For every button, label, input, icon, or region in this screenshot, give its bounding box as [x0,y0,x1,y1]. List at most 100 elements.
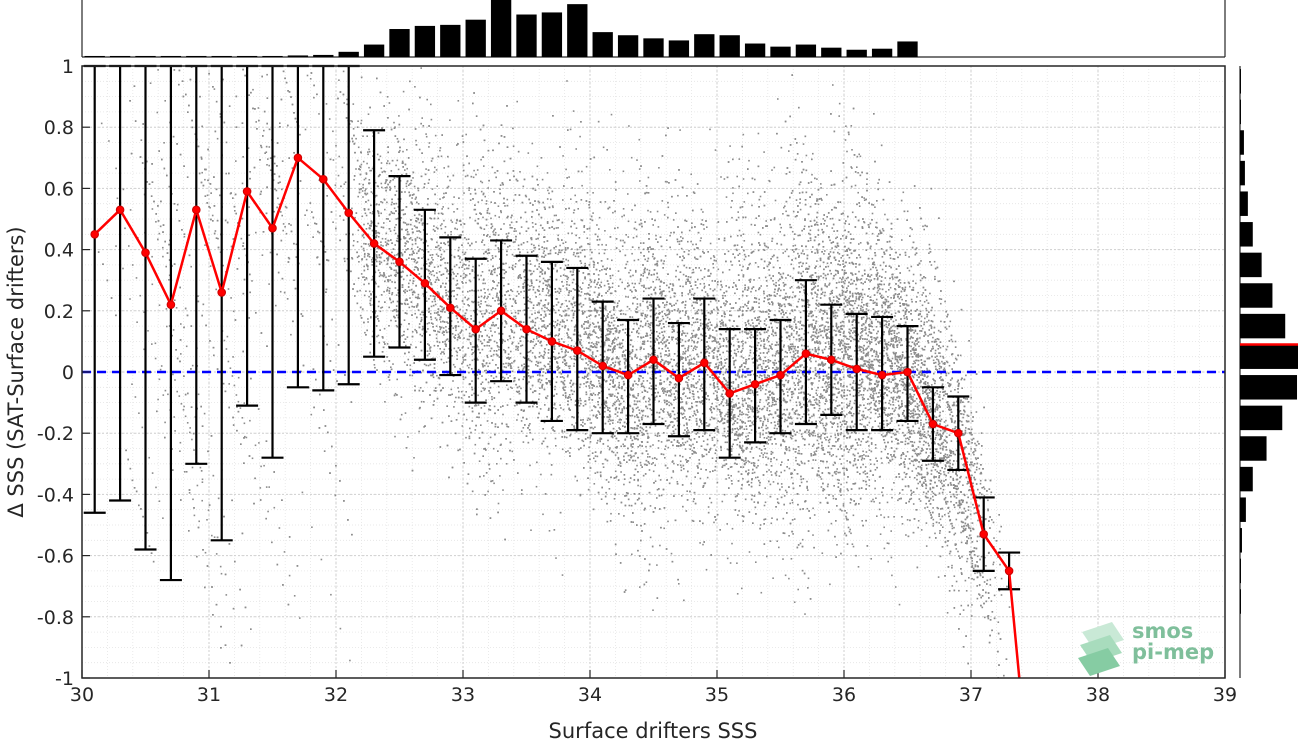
scatter-point [307,75,309,77]
scatter-point [819,408,821,410]
scatter-point [797,453,799,455]
scatter-point [861,302,863,304]
scatter-point [440,305,442,307]
scatter-point [787,316,789,318]
scatter-point [761,592,763,594]
scatter-point [755,477,757,479]
scatter-point [267,158,269,160]
scatter-point [221,573,223,575]
scatter-point [965,427,967,429]
scatter-point [793,211,795,213]
scatter-point [766,471,768,473]
scatter-point [714,437,716,439]
scatter-point [715,390,717,392]
scatter-point [274,507,276,509]
scatter-point [509,267,511,269]
scatter-point [815,336,817,338]
scatter-point [665,181,667,183]
scatter-point [480,424,482,426]
scatter-point [902,432,904,434]
scatter-point [838,282,840,284]
scatter-point [243,242,245,244]
scatter-point [469,406,471,408]
scatter-point [497,268,499,270]
scatter-point [703,440,705,442]
scatter-point [812,153,814,155]
scatter-point [748,255,750,257]
scatter-point [824,250,826,252]
scatter-point [406,168,408,170]
scatter-point [834,471,836,473]
scatter-point [164,100,166,102]
scatter-point [947,406,949,408]
scatter-point [521,336,523,338]
scatter-point [293,279,295,281]
scatter-point [770,439,772,441]
scatter-point [659,435,661,437]
scatter-point [895,312,897,314]
scatter-point [931,516,933,518]
scatter-point [858,566,860,568]
scatter-point [556,304,558,306]
scatter-point [847,488,849,490]
scatter-point [562,258,564,260]
scatter-point [957,381,959,383]
scatter-point [124,228,126,230]
scatter-point [932,337,934,339]
scatter-point [737,244,739,246]
scatter-point [443,167,445,169]
scatter-point [279,181,281,183]
scatter-point [924,507,926,509]
scatter-point [760,196,762,198]
scatter-point [921,438,923,440]
scatter-point [766,385,768,387]
scatter-point [771,169,773,171]
scatter-point [597,440,599,442]
scatter-point [634,416,636,418]
scatter-point [547,285,549,287]
scatter-point [764,357,766,359]
scatter-point [879,353,881,355]
scatter-point [724,316,726,318]
scatter-point [841,510,843,512]
scatter-point [928,434,930,436]
scatter-point [212,215,214,217]
scatter-point [224,340,226,342]
scatter-point [640,242,642,244]
scatter-point [792,297,794,299]
scatter-point [744,201,746,203]
scatter-point [964,466,966,468]
scatter-point [764,452,766,454]
scatter-point [731,483,733,485]
scatter-point [750,350,752,352]
scatter-point [820,335,822,337]
scatter-point [456,264,458,266]
scatter-point [582,422,584,424]
scatter-point [891,248,893,250]
scatter-point [321,559,323,561]
scatter-point [569,397,571,399]
scatter-point [240,407,242,409]
scatter-point [765,425,767,427]
scatter-point [940,524,942,526]
scatter-point [353,245,355,247]
scatter-point [835,207,837,209]
scatter-point [744,284,746,286]
scatter-point [791,286,793,288]
scatter-point [367,269,369,271]
scatter-point [860,242,862,244]
scatter-point [843,325,845,327]
scatter-point [389,102,391,104]
scatter-point [357,120,359,122]
scatter-point [487,491,489,493]
scatter-point [193,449,195,451]
scatter-point [809,430,811,432]
scatter-point [743,178,745,180]
scatter-point [376,336,378,338]
scatter-point [538,381,540,383]
scatter-point [487,210,489,212]
scatter-point [724,178,726,180]
scatter-point [766,339,768,341]
scatter-point [717,367,719,369]
scatter-point [830,218,832,220]
